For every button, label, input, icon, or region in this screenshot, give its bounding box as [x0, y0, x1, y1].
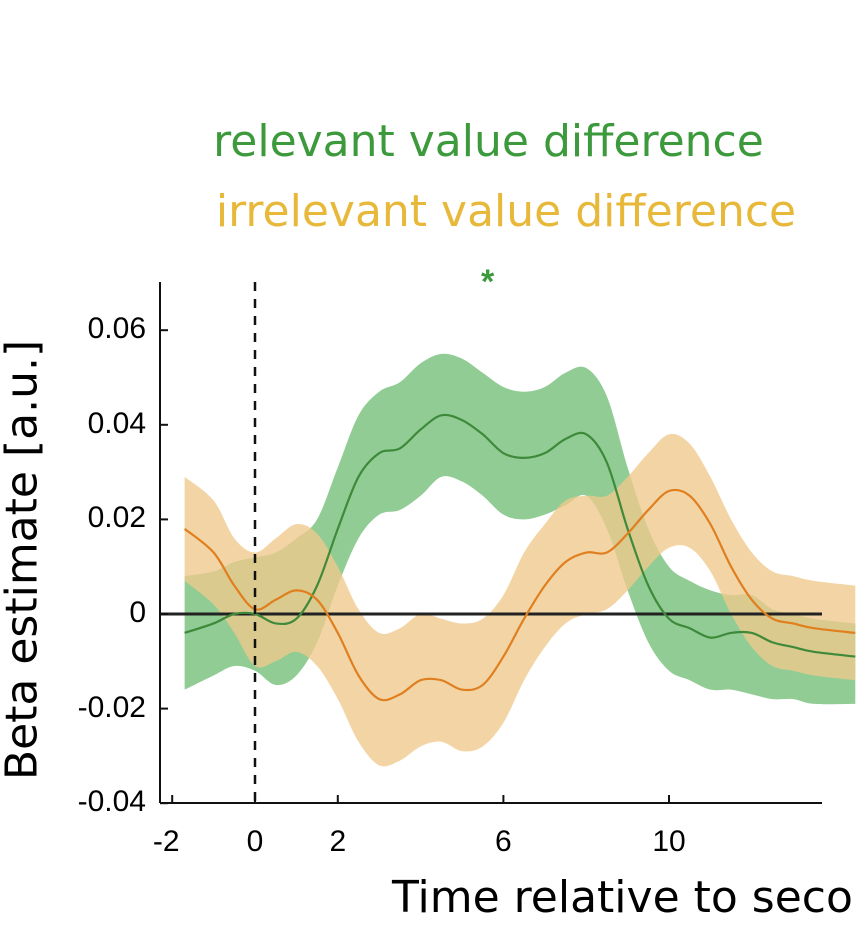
x-tick-label: -2 [152, 825, 180, 858]
y-tick-label: 0.06 [87, 312, 146, 346]
x-tick-label: 6 [495, 825, 512, 858]
y-tick-label: 0 [129, 596, 146, 629]
relevant-mean-line [184, 413, 856, 658]
x-tick-label: 0 [246, 825, 264, 858]
legend-entry-relevant: relevant value difference [213, 116, 764, 167]
legend-entry-irrelevant: irrelevant value difference [215, 186, 797, 237]
irrelevant-confidence-band [184, 433, 856, 767]
y-tick-label: 0.04 [87, 406, 146, 440]
y-tick-label: 0.02 [87, 501, 146, 535]
y-axis-label: Beta estimate [a.u.] [0, 339, 48, 781]
y-tick-label: -0.04 [77, 785, 146, 819]
y-tick-label: -0.02 [77, 690, 146, 724]
x-tick-label: 2 [329, 825, 347, 858]
x-tick-label: 10 [652, 825, 686, 858]
x-axis-label: Time relative to seco [392, 872, 853, 923]
significance-star: * [480, 263, 495, 302]
irrelevant-mean-line [183, 488, 856, 702]
relevant-confidence-band [184, 353, 856, 705]
